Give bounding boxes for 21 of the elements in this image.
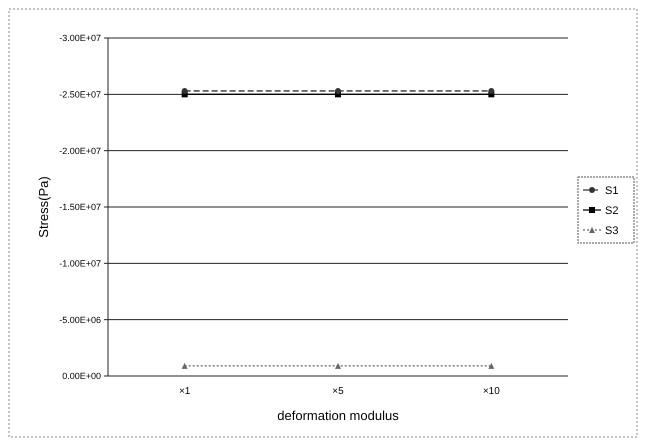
y-tick-label: -1.50E+07 xyxy=(59,202,101,212)
y-tick-label: -5.00E+06 xyxy=(59,314,101,325)
point xyxy=(335,362,341,369)
point xyxy=(335,88,341,94)
x-tick-label: ×5 xyxy=(332,386,344,397)
y-tick-label: -1.00E+07 xyxy=(59,258,101,268)
point xyxy=(488,88,494,94)
legend-label: S2 xyxy=(605,204,618,217)
point xyxy=(182,88,188,94)
legend-label: S3 xyxy=(605,224,618,237)
y-tick-label: 0.00E+00 xyxy=(62,371,101,382)
y-tick-label: -2.00E+07 xyxy=(59,146,101,156)
point xyxy=(182,362,188,369)
y-tick-label: -2.50E+07 xyxy=(59,89,101,100)
x-axis-title: deformation modulus xyxy=(277,408,400,423)
y-tick-label: -3.00E+07 xyxy=(59,33,101,44)
legend-label: S1 xyxy=(605,184,618,197)
x-tick-label: ×10 xyxy=(482,386,500,397)
x-tick-label: ×1 xyxy=(178,386,191,397)
y-axis-title: Stress(Pa) xyxy=(36,176,51,238)
point xyxy=(488,362,494,369)
